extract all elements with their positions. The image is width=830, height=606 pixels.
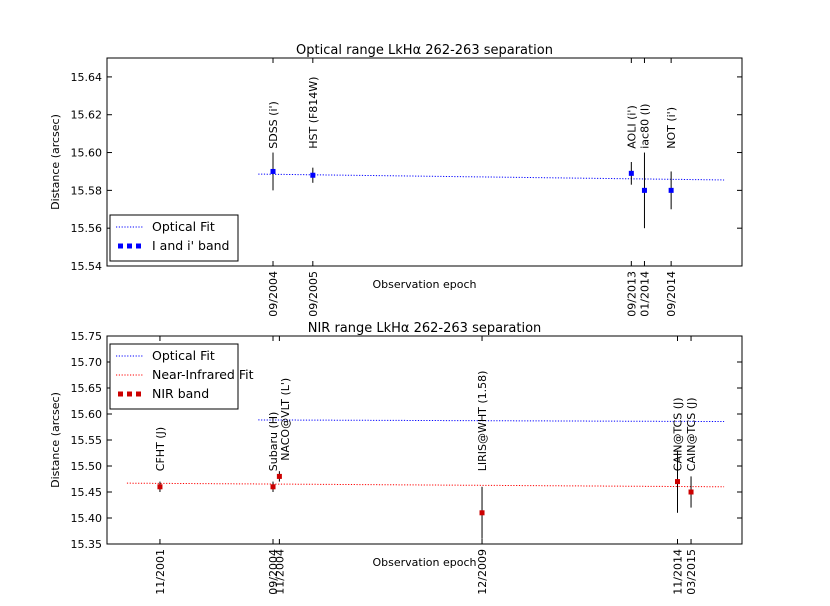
panel2-instrument-annotation: NACO@VLT (L') bbox=[279, 378, 292, 461]
panel1-y-axis-label: Distance (arcsec) bbox=[49, 114, 62, 210]
panel1-legend-swatch-marker bbox=[118, 243, 123, 249]
panel2-instrument-annotation: Subaru (H) bbox=[267, 412, 280, 472]
panel2-y-axis-label: Distance (arcsec) bbox=[49, 392, 62, 488]
panel2-legend-label: Optical Fit bbox=[152, 348, 215, 363]
panel2-x-tick-label: 11/2014 bbox=[672, 549, 685, 595]
panel2-instrument-annotation: CAIN@TCS (J) bbox=[672, 397, 685, 471]
panel1-y-tick-label: 15.56 bbox=[71, 222, 103, 235]
panel1-x-tick-label: 09/2004 bbox=[267, 271, 280, 317]
panel1-fit-line bbox=[258, 173, 725, 181]
panel2-x-tick-label: 12/2009 bbox=[476, 549, 489, 595]
panel1-x-tick-label: 09/2013 bbox=[625, 271, 638, 317]
panel1-legend-box bbox=[109, 214, 239, 262]
panel2-y-tick-label: 15.55 bbox=[71, 434, 103, 447]
panel2-legend-box bbox=[109, 343, 239, 410]
panel1-legend-swatch-marker bbox=[127, 243, 132, 249]
panel2-y-tick-label: 15.75 bbox=[71, 330, 103, 343]
panel2-y-tick-label: 15.45 bbox=[71, 486, 103, 499]
panel1-y-tick-label: 15.62 bbox=[71, 109, 103, 122]
panel1-instrument-annotation: SDSS (i') bbox=[267, 101, 280, 149]
panel2-legend-swatch-marker bbox=[136, 391, 141, 397]
panel2-fit-line bbox=[126, 482, 725, 488]
panel2-legend-label: Near-Infrared Fit bbox=[152, 367, 254, 382]
panel1-y-tick-label: 15.64 bbox=[71, 71, 103, 84]
panel2-legend-label: NIR band bbox=[152, 386, 209, 401]
panel1-x-axis-label: Observation epoch bbox=[373, 278, 477, 291]
panel1-data-point bbox=[270, 168, 276, 174]
panel1-data-point bbox=[641, 187, 647, 193]
panel1-y-tick-label: 15.54 bbox=[71, 260, 103, 273]
panel2-x-axis-label: Observation epoch bbox=[373, 556, 477, 569]
panel2-data-point bbox=[688, 489, 694, 495]
panel1-y-tick-label: 15.60 bbox=[71, 147, 103, 160]
panel1-legend-label: Optical Fit bbox=[152, 219, 215, 234]
panel1-x-tick-label: 09/2005 bbox=[307, 271, 320, 317]
panel1-data-point bbox=[310, 172, 316, 178]
panel2-y-tick-label: 15.65 bbox=[71, 382, 103, 395]
panel1-axes-frame bbox=[106, 57, 743, 267]
panel1-x-tick-label: 01/2014 bbox=[638, 271, 651, 317]
panel1-legend-swatch-marker bbox=[136, 243, 141, 249]
panel1-chart-title: Optical range LkHα 262-263 separation bbox=[296, 43, 553, 58]
panel1-instrument-annotation: NOT (i') bbox=[665, 107, 678, 149]
panel1-instrument-annotation: iac80 (I) bbox=[638, 104, 651, 149]
panel1-x-tick-label: 09/2014 bbox=[665, 271, 678, 317]
panel2-x-tick-label: 03/2015 bbox=[685, 549, 698, 595]
panel1-legend-label: I and i' band bbox=[152, 238, 229, 253]
panel2-data-point bbox=[675, 479, 681, 485]
panel2-y-tick-label: 15.70 bbox=[71, 356, 103, 369]
panel2-data-point bbox=[157, 484, 163, 490]
panel2-fit-line bbox=[258, 419, 725, 423]
panel2-x-tick-label: 11/2001 bbox=[154, 549, 167, 595]
panel2-y-tick-label: 15.35 bbox=[71, 538, 103, 551]
panel2-chart-title: NIR range LkHα 262-263 separation bbox=[308, 321, 542, 336]
panel2-instrument-annotation: LIRIS@WHT (1.58) bbox=[476, 371, 489, 472]
panel2-x-tick-label: 11/2004 bbox=[273, 549, 286, 595]
panel2-instrument-annotation: CFHT (J) bbox=[154, 427, 167, 471]
panel2-instrument-annotation: CAIN@TCS (J) bbox=[685, 397, 698, 471]
panel1-data-point bbox=[628, 170, 634, 176]
panel2-y-tick-label: 15.50 bbox=[71, 460, 103, 473]
panel1-data-point bbox=[668, 187, 674, 193]
panel2-legend-swatch-marker bbox=[127, 391, 132, 397]
panel1-y-tick-label: 15.58 bbox=[71, 184, 103, 197]
panel2-data-point bbox=[479, 510, 485, 516]
panel2-legend-swatch-marker bbox=[118, 391, 123, 397]
panel1-instrument-annotation: HST (F814W) bbox=[307, 76, 320, 148]
panel2-data-point bbox=[276, 473, 282, 479]
panel2-y-tick-label: 15.60 bbox=[71, 408, 103, 421]
panel2-data-point bbox=[270, 484, 276, 490]
panel2-x-tick-label: 09/2004 bbox=[267, 549, 280, 595]
panel1-instrument-annotation: AOLI (i') bbox=[625, 105, 638, 149]
panel2-y-tick-label: 15.40 bbox=[71, 512, 103, 525]
